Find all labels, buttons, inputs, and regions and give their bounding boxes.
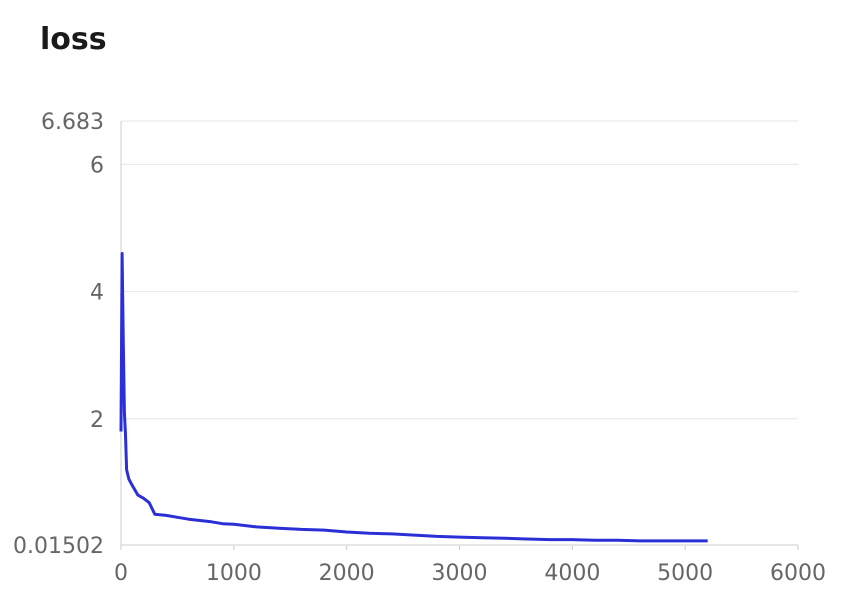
x-tick-label: 4000 [544, 561, 600, 586]
y-tick-label: 6.683 [41, 110, 104, 135]
chart-title: loss [40, 22, 107, 57]
label-layer: 0.01502 2 4 6 6.683 0 1000 2000 3000 4000 5000 6000 [13, 110, 826, 586]
x-tick-label: 3000 [432, 561, 488, 586]
y-tick-label: 2 [90, 408, 104, 433]
y-tick-label: 0.01502 [13, 534, 104, 559]
x-tick-label: 2000 [319, 561, 375, 586]
x-tick-label: 5000 [657, 561, 713, 586]
y-tick-label: 4 [90, 281, 104, 306]
axis-layer [120, 121, 799, 550]
x-tick-label: 0 [114, 561, 128, 586]
loss-series-line [119, 252, 708, 543]
x-tick-label: 1000 [206, 561, 262, 586]
grid-layer [121, 120, 798, 420]
series-layer [119, 252, 708, 543]
x-tick-label: 6000 [770, 561, 826, 586]
y-tick-label: 6 [90, 153, 104, 178]
